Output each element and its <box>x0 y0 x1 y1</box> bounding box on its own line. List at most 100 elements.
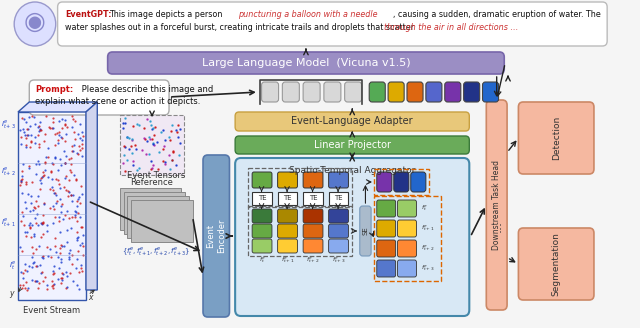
Text: This image depicts a person: This image depicts a person <box>109 10 225 19</box>
Bar <box>120 188 181 230</box>
Text: $I_{t+2}^e$: $I_{t+2}^e$ <box>1 166 16 178</box>
Text: water splashes out in a forceful burst, creating intricate trails and droplets t: water splashes out in a forceful burst, … <box>65 23 417 32</box>
FancyBboxPatch shape <box>235 158 469 316</box>
FancyBboxPatch shape <box>262 82 278 102</box>
FancyBboxPatch shape <box>369 82 385 102</box>
Text: Event
Encoder: Event Encoder <box>207 219 226 253</box>
Bar <box>303 192 323 205</box>
FancyBboxPatch shape <box>235 112 469 131</box>
FancyBboxPatch shape <box>235 136 469 154</box>
FancyBboxPatch shape <box>407 82 423 102</box>
Text: $I_{t+3}^e$: $I_{t+3}^e$ <box>1 119 16 131</box>
FancyBboxPatch shape <box>303 224 323 238</box>
Text: $f_{t+3}^e$: $f_{t+3}^e$ <box>332 255 346 265</box>
Text: EventGPT:: EventGPT: <box>65 10 111 19</box>
Bar <box>252 192 272 205</box>
FancyBboxPatch shape <box>108 52 504 74</box>
FancyBboxPatch shape <box>486 100 507 310</box>
Polygon shape <box>120 115 184 175</box>
Bar <box>131 200 193 242</box>
Text: $f_t^e$: $f_t^e$ <box>259 255 266 265</box>
FancyBboxPatch shape <box>278 172 298 188</box>
Bar <box>127 196 189 238</box>
FancyBboxPatch shape <box>360 206 371 256</box>
FancyBboxPatch shape <box>303 209 323 223</box>
Text: Event Stream: Event Stream <box>24 306 81 315</box>
FancyBboxPatch shape <box>518 102 594 174</box>
FancyBboxPatch shape <box>445 82 461 102</box>
FancyBboxPatch shape <box>377 240 396 257</box>
FancyBboxPatch shape <box>303 239 323 253</box>
Text: $x$: $x$ <box>88 294 95 302</box>
FancyBboxPatch shape <box>411 172 426 192</box>
Text: TE: TE <box>308 195 317 201</box>
FancyBboxPatch shape <box>29 80 169 115</box>
Circle shape <box>14 2 56 46</box>
Text: $I_{t+1}^e$: $I_{t+1}^e$ <box>1 217 16 229</box>
Text: Please describe this image and: Please describe this image and <box>79 85 214 94</box>
Text: TE: TE <box>284 195 292 201</box>
FancyBboxPatch shape <box>377 200 396 217</box>
Text: $f_{t+2}^e$: $f_{t+2}^e$ <box>421 243 435 253</box>
Text: Spatio-Temporal Aggregator: Spatio-Temporal Aggregator <box>289 166 415 175</box>
Text: ...: ... <box>490 220 503 232</box>
FancyBboxPatch shape <box>278 239 298 253</box>
Bar <box>18 112 86 300</box>
FancyBboxPatch shape <box>377 220 396 237</box>
Polygon shape <box>86 102 97 290</box>
FancyBboxPatch shape <box>328 209 348 223</box>
Text: $\{f_t^e, f_{t+1}^e, f_{t+2}^e, f_{t+3}^e\}$: $\{f_t^e, f_{t+1}^e, f_{t+2}^e, f_{t+3}^… <box>122 246 190 258</box>
FancyBboxPatch shape <box>483 82 499 102</box>
Text: $f_t^e$: $f_t^e$ <box>421 203 428 213</box>
Text: $f_{t+1}^e$: $f_{t+1}^e$ <box>421 223 435 233</box>
FancyBboxPatch shape <box>58 2 607 46</box>
Polygon shape <box>18 102 97 112</box>
Bar <box>124 192 185 234</box>
Text: TE: TE <box>258 195 266 201</box>
FancyBboxPatch shape <box>328 239 348 253</box>
Text: through the air in all directions …: through the air in all directions … <box>385 23 518 32</box>
FancyBboxPatch shape <box>397 240 417 257</box>
Bar <box>328 192 348 205</box>
Bar <box>278 192 298 205</box>
FancyBboxPatch shape <box>388 82 404 102</box>
FancyBboxPatch shape <box>463 82 480 102</box>
FancyBboxPatch shape <box>518 228 594 300</box>
Text: ◉: ◉ <box>24 10 46 34</box>
Text: TE: TE <box>334 195 343 201</box>
FancyBboxPatch shape <box>203 155 230 317</box>
Text: $f_{t+3}^e$: $f_{t+3}^e$ <box>421 263 435 273</box>
FancyBboxPatch shape <box>394 172 409 192</box>
Text: Reference: Reference <box>131 178 173 187</box>
FancyBboxPatch shape <box>252 209 272 223</box>
Text: Event Tensors: Event Tensors <box>127 171 186 180</box>
Text: Linear Projector: Linear Projector <box>314 140 390 150</box>
Text: Detection: Detection <box>552 116 561 160</box>
FancyBboxPatch shape <box>328 224 348 238</box>
Text: $I_t^e$: $I_t^e$ <box>9 260 16 272</box>
FancyBboxPatch shape <box>377 260 396 277</box>
FancyBboxPatch shape <box>377 172 392 192</box>
Text: Prompt:: Prompt: <box>35 85 73 94</box>
FancyBboxPatch shape <box>282 82 300 102</box>
Text: $f_{t+1}^e$: $f_{t+1}^e$ <box>281 255 294 265</box>
Text: Event-Language Adapter: Event-Language Adapter <box>291 116 413 127</box>
Text: $f_{t+2}^e$: $f_{t+2}^e$ <box>306 255 320 265</box>
Text: puncturing a balloon with a needle: puncturing a balloon with a needle <box>238 10 378 19</box>
FancyBboxPatch shape <box>397 220 417 237</box>
FancyBboxPatch shape <box>278 224 298 238</box>
FancyBboxPatch shape <box>345 82 362 102</box>
Text: $y$: $y$ <box>10 290 16 300</box>
FancyBboxPatch shape <box>397 200 417 217</box>
FancyBboxPatch shape <box>278 209 298 223</box>
FancyBboxPatch shape <box>426 82 442 102</box>
FancyBboxPatch shape <box>397 260 417 277</box>
Text: , causing a sudden, dramatic eruption of water. The: , causing a sudden, dramatic eruption of… <box>393 10 600 19</box>
Text: Downstream Task Head: Downstream Task Head <box>492 160 501 250</box>
FancyBboxPatch shape <box>328 172 348 188</box>
FancyBboxPatch shape <box>252 172 272 188</box>
Text: Segmentation: Segmentation <box>552 232 561 296</box>
Text: SE: SE <box>362 227 369 236</box>
Text: Large Language Model  (Vicuna v1.5): Large Language Model (Vicuna v1.5) <box>202 58 410 68</box>
FancyBboxPatch shape <box>324 82 341 102</box>
